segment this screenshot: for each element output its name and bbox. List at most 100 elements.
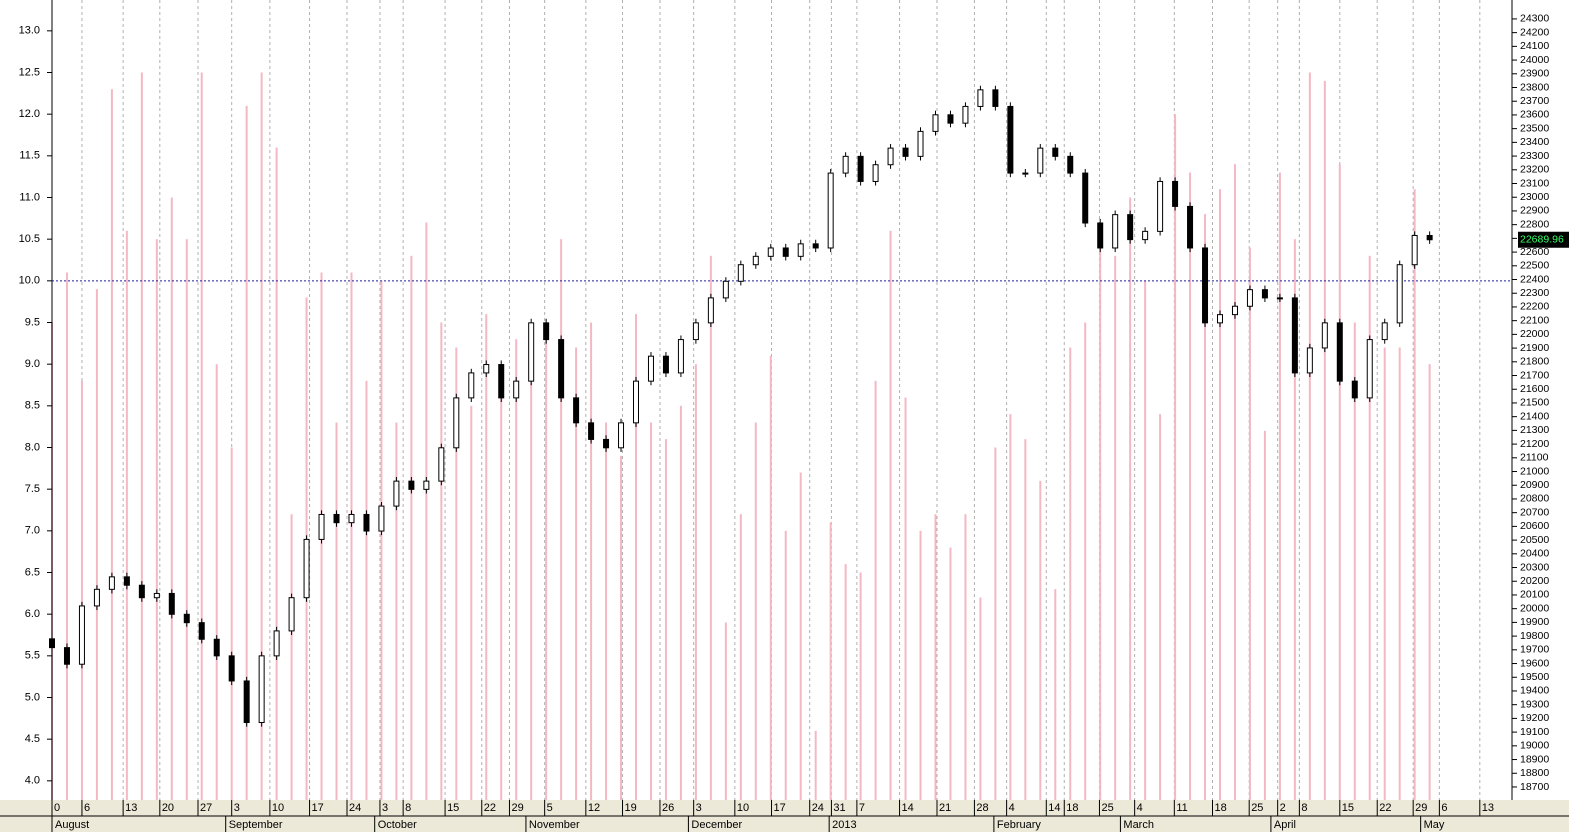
y2-tick-label: 22100 xyxy=(1520,314,1549,326)
candle-body xyxy=(588,422,595,440)
candle-body xyxy=(1276,297,1283,300)
candle-body xyxy=(947,114,954,124)
y2-tick-label: 21200 xyxy=(1520,438,1549,450)
volume-bar xyxy=(724,622,727,800)
candle-body xyxy=(438,447,445,482)
y2-tick-label: 22500 xyxy=(1520,260,1549,272)
candle-body xyxy=(168,592,175,615)
x-tick-label: 15 xyxy=(447,802,459,814)
volume-bar xyxy=(335,422,338,800)
volume-bar xyxy=(1129,197,1132,800)
candle-body xyxy=(363,513,370,532)
volume-bar xyxy=(1293,239,1296,800)
y2-tick-label: 20000 xyxy=(1520,602,1549,614)
candle-body xyxy=(1037,147,1044,174)
candle-body xyxy=(1306,347,1313,374)
candle-body xyxy=(468,372,475,399)
x-tick-label: 27 xyxy=(200,802,212,814)
candle-body xyxy=(1157,180,1164,232)
candle-body xyxy=(528,322,535,382)
volume-bar xyxy=(1278,172,1281,800)
y2-tick-label: 20100 xyxy=(1520,589,1549,601)
x-tick-label: 21 xyxy=(939,802,951,814)
volume-bar xyxy=(1099,247,1102,800)
y2-tick-label: 21300 xyxy=(1520,424,1549,436)
y2-tick-label: 19100 xyxy=(1520,726,1549,738)
candle-body xyxy=(1022,172,1029,175)
volume-bar xyxy=(889,230,892,801)
y2-tick-label: 21400 xyxy=(1520,410,1549,422)
price-label: 22689.96 xyxy=(1520,234,1564,246)
y2-tick-label: 22800 xyxy=(1520,218,1549,230)
y-tick-label: 11.0 xyxy=(19,191,40,203)
x-tick-label: 7 xyxy=(859,802,865,814)
y2-tick-label: 20500 xyxy=(1520,534,1549,546)
volume-bar xyxy=(694,364,697,800)
candle-body xyxy=(1246,289,1253,307)
candle-body xyxy=(558,339,565,399)
y2-tick-label: 21600 xyxy=(1520,383,1549,395)
candle-body xyxy=(78,605,85,665)
volume-bar xyxy=(979,597,982,800)
x-tick-label: 14 xyxy=(1048,802,1060,814)
volume-bar xyxy=(994,447,997,800)
volume-bar xyxy=(560,239,563,800)
x-tick-label: 18 xyxy=(1215,802,1227,814)
y2-tick-label: 20900 xyxy=(1520,479,1549,491)
y-tick-label: 5.0 xyxy=(25,691,40,703)
candle-body xyxy=(348,513,355,524)
candle-body xyxy=(498,364,505,399)
y-tick-label: 12.5 xyxy=(19,66,40,78)
candle-body xyxy=(1381,322,1388,341)
y2-tick-label: 24000 xyxy=(1520,54,1549,66)
month-label: August xyxy=(55,819,89,831)
candle-body xyxy=(123,576,130,586)
x-tick-label: 13 xyxy=(1482,802,1494,814)
y2-tick-label: 19600 xyxy=(1520,657,1549,669)
volume-bar xyxy=(649,422,652,800)
volume-bar xyxy=(230,447,233,800)
x-tick-label: 31 xyxy=(833,802,845,814)
candle-body xyxy=(1172,180,1179,207)
candle-body xyxy=(887,147,894,166)
y2-tick-label: 23900 xyxy=(1520,68,1549,80)
candle-body xyxy=(153,592,160,599)
y2-tick-label: 19500 xyxy=(1520,671,1549,683)
y-tick-label: 7.5 xyxy=(25,483,40,495)
y2-tick-label: 20400 xyxy=(1520,548,1549,560)
y-tick-label: 4.0 xyxy=(25,775,40,787)
candle-body xyxy=(1127,214,1134,241)
volume-bar xyxy=(904,397,907,800)
y2-tick-label: 24300 xyxy=(1520,13,1549,25)
volume-bar xyxy=(110,89,113,800)
x-tick-label: 18 xyxy=(1066,802,1078,814)
volume-bar xyxy=(1383,347,1386,800)
y2-tick-label: 22300 xyxy=(1520,287,1549,299)
candle-body xyxy=(213,638,220,657)
candle-body xyxy=(288,597,295,632)
volume-bar xyxy=(245,105,248,801)
x-tick-label: 25 xyxy=(1251,802,1263,814)
y-tick-label: 6.5 xyxy=(25,566,40,578)
candle-body xyxy=(228,655,235,682)
candle-body xyxy=(752,255,759,266)
volume-bar xyxy=(530,364,533,800)
y2-tick-label: 23000 xyxy=(1520,191,1549,203)
month-label: November xyxy=(529,819,580,831)
candle-body xyxy=(543,322,550,341)
y2-tick-label: 19000 xyxy=(1520,740,1549,752)
y-tick-label: 8.5 xyxy=(25,400,40,412)
candle-body xyxy=(303,538,310,599)
price-box xyxy=(1518,231,1569,248)
volume-bar xyxy=(215,364,218,800)
volume-bar xyxy=(874,380,877,800)
y2-tick-label: 23400 xyxy=(1520,136,1549,148)
candle-body xyxy=(483,364,490,374)
y2-tick-label: 19800 xyxy=(1520,630,1549,642)
y2-tick-label: 23500 xyxy=(1520,122,1549,134)
candle-body xyxy=(633,380,639,424)
x-tick-label: 11 xyxy=(1176,802,1187,814)
y2-tick-label: 21000 xyxy=(1520,465,1549,477)
